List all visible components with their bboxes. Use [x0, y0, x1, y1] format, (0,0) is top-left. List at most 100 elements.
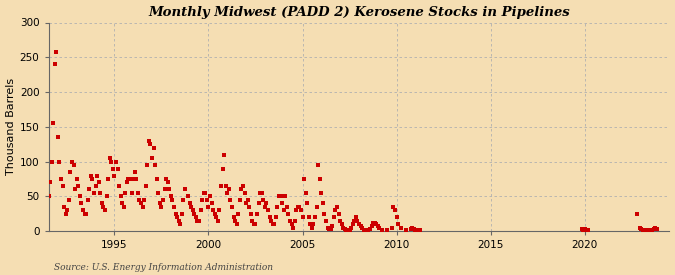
Point [302, 201, 313, 205]
Point [346, 226, 356, 230]
Point [281, 205, 292, 209]
Point [396, 226, 407, 230]
Point [297, 215, 308, 219]
Point [150, 163, 161, 167]
Point [294, 205, 305, 209]
Point [250, 222, 261, 226]
Point [54, 160, 65, 164]
Point [366, 223, 377, 228]
Point [62, 208, 73, 213]
Point [650, 226, 661, 230]
Point [576, 227, 587, 231]
Point [139, 198, 150, 202]
Point [146, 156, 157, 160]
Point [136, 201, 146, 205]
Point [363, 228, 374, 233]
Point [214, 208, 225, 213]
Point [322, 226, 333, 230]
Point [201, 198, 212, 202]
Point [355, 223, 366, 228]
Point [81, 211, 92, 216]
Point [410, 228, 421, 232]
Point [259, 205, 270, 209]
Point [647, 228, 657, 232]
Point [631, 211, 642, 216]
Point [358, 228, 369, 232]
Point [132, 191, 143, 195]
Text: Source: U.S. Energy Information Administration: Source: U.S. Energy Information Administ… [54, 263, 273, 272]
Point [70, 187, 80, 192]
Point [248, 222, 259, 226]
Point [273, 194, 284, 199]
Point [211, 215, 221, 219]
Point [256, 191, 267, 195]
Point [230, 219, 240, 223]
Point [319, 211, 330, 216]
Point [315, 177, 325, 181]
Point [290, 219, 300, 223]
Point [197, 198, 208, 202]
Point [205, 194, 215, 199]
Point [189, 211, 200, 216]
Point [275, 194, 286, 199]
Point [291, 208, 302, 213]
Point [348, 222, 358, 226]
Point [388, 205, 399, 209]
Point [331, 205, 342, 209]
Point [280, 194, 291, 199]
Point [306, 226, 317, 230]
Point [38, 170, 49, 174]
Point [222, 191, 233, 195]
Point [392, 215, 402, 219]
Point [151, 177, 162, 181]
Point [126, 191, 137, 195]
Point [401, 228, 412, 232]
Point [57, 184, 68, 188]
Point [308, 222, 319, 226]
Point [194, 219, 205, 223]
Point [387, 226, 398, 230]
Point [329, 215, 340, 219]
Point [109, 173, 119, 178]
Point [317, 201, 328, 205]
Point [198, 191, 209, 195]
Point [389, 208, 400, 213]
Point [65, 170, 76, 174]
Point [79, 211, 90, 216]
Point [195, 208, 206, 213]
Point [208, 208, 219, 213]
Point [42, 194, 53, 199]
Point [634, 226, 645, 230]
Point [113, 184, 124, 188]
Point [72, 177, 82, 181]
Point [283, 211, 294, 216]
Point [63, 198, 74, 202]
Point [405, 227, 416, 231]
Point [180, 187, 190, 192]
Point [340, 227, 350, 231]
Point [285, 219, 296, 223]
Point [382, 228, 393, 233]
Point [162, 180, 173, 185]
Point [86, 173, 97, 178]
Point [145, 142, 156, 146]
Point [203, 205, 214, 209]
Point [336, 222, 347, 226]
Point [288, 226, 298, 230]
Point [165, 194, 176, 199]
Point [374, 226, 385, 230]
Point [313, 163, 323, 167]
Point [73, 184, 84, 188]
Point [120, 191, 131, 195]
Point [68, 163, 79, 167]
Point [98, 205, 109, 209]
Point [188, 208, 198, 213]
Point [190, 215, 201, 219]
Point [200, 191, 211, 195]
Point [649, 227, 659, 231]
Point [252, 211, 263, 216]
Point [215, 184, 226, 188]
Point [271, 215, 281, 219]
Point [364, 227, 375, 231]
Point [155, 201, 165, 205]
